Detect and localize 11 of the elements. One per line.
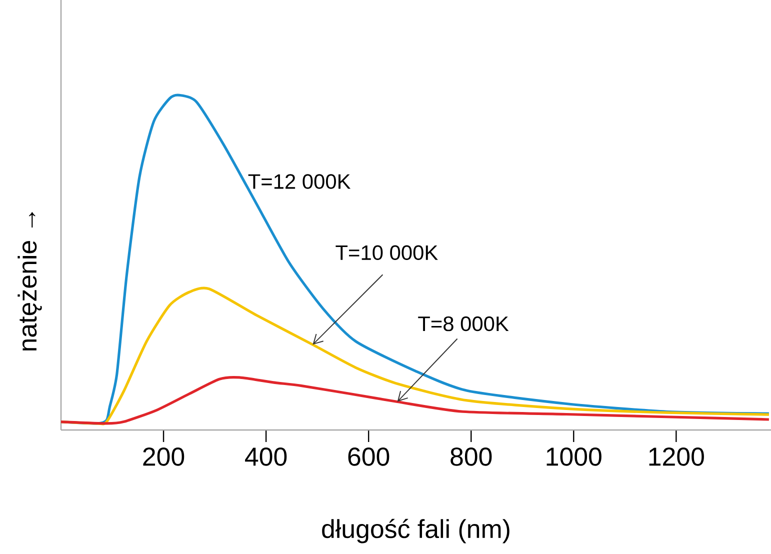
x-tick-label: 1000 <box>546 448 602 466</box>
y-axis-title: natężenie → <box>18 212 42 350</box>
x-tick-label: 800 <box>450 448 492 466</box>
x-tick-label: 600 <box>348 448 390 466</box>
x-axis-title: długość fali (nm) <box>322 518 510 544</box>
x-tick-label: 200 <box>143 448 184 466</box>
text: T=8 000K <box>418 316 509 332</box>
series-label: T=12 000K <box>248 174 351 189</box>
x-tick-label: 1200 <box>649 448 704 466</box>
text: T=10 000K <box>336 245 438 260</box>
x-tick-label: 400 <box>245 448 287 466</box>
